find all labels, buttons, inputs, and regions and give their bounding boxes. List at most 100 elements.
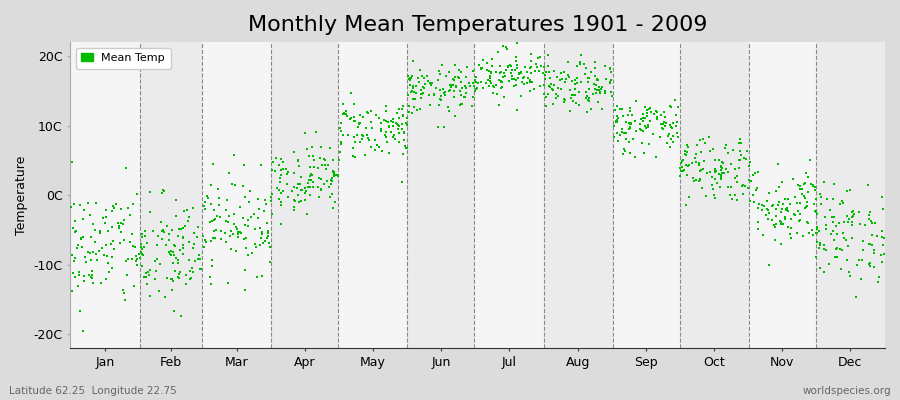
Bar [749,42,815,348]
Point [812,228,826,235]
Point [508,83,522,89]
Point [201,195,215,201]
Point [499,73,513,79]
Point [332,124,347,131]
Point [279,181,293,187]
Point [200,193,214,199]
Point [767,222,781,229]
Point [602,79,616,86]
Point [112,225,126,231]
Point [795,186,809,192]
Point [635,115,650,122]
Point [876,206,890,212]
Point [243,188,257,194]
Point [842,216,857,222]
Legend: Mean Temp: Mean Temp [76,48,171,69]
Point [323,194,338,201]
Point [592,89,607,95]
Point [835,246,850,253]
Point [168,243,183,249]
Point [862,212,877,218]
Point [590,87,604,94]
Point [202,219,217,226]
Point [616,151,630,157]
Point [749,187,763,193]
Point [733,156,747,163]
Point [225,180,239,187]
Point [636,111,651,117]
Point [636,117,651,124]
Point [338,111,352,117]
Point [708,157,723,163]
Point [150,242,165,248]
Point [809,196,824,202]
Point [441,107,455,114]
Point [348,139,363,145]
Point [468,86,482,92]
Point [852,257,867,263]
Point [79,258,94,265]
Point [303,171,318,178]
Point [682,194,697,200]
Point [801,189,815,196]
Point [582,74,597,81]
Point [748,170,762,176]
Point [678,151,692,157]
Point [294,198,309,204]
Point [222,213,237,220]
Point [448,84,463,90]
Point [799,203,814,210]
Point [505,75,519,82]
Point [131,251,146,257]
Point [270,185,284,191]
Point [172,271,186,277]
Point [742,198,757,205]
Point [164,276,178,282]
Point [155,236,169,242]
Point [853,276,868,282]
Point [676,156,690,163]
Point [792,218,806,224]
Point [543,84,557,90]
Point [686,174,700,181]
Point [654,121,669,127]
Point [168,213,183,220]
Point [298,189,312,196]
Bar [680,42,749,348]
Point [337,101,351,108]
Point [229,248,243,254]
Point [467,77,482,83]
Title: Monthly Mean Temperatures 1901 - 2009: Monthly Mean Temperatures 1901 - 2009 [248,15,707,35]
Point [402,76,417,82]
Point [512,69,526,76]
Point [182,257,196,264]
Point [325,175,339,182]
Point [625,112,639,118]
Point [590,76,604,83]
Point [162,237,176,243]
Point [414,87,428,93]
Point [196,244,211,250]
Point [697,158,711,164]
Point [624,120,638,126]
Point [726,147,741,153]
Point [664,125,679,132]
Point [780,223,795,230]
Point [462,80,476,86]
Point [480,60,494,66]
Point [716,170,730,176]
Point [267,168,282,174]
Point [696,166,710,172]
Point [444,82,458,88]
Point [183,276,197,282]
Point [510,64,525,71]
Point [558,78,572,85]
Point [524,70,538,76]
Point [207,217,221,224]
Point [607,134,621,140]
Point [466,94,481,100]
Point [213,236,228,242]
Point [152,260,166,267]
Point [657,109,671,115]
Point [842,186,857,193]
